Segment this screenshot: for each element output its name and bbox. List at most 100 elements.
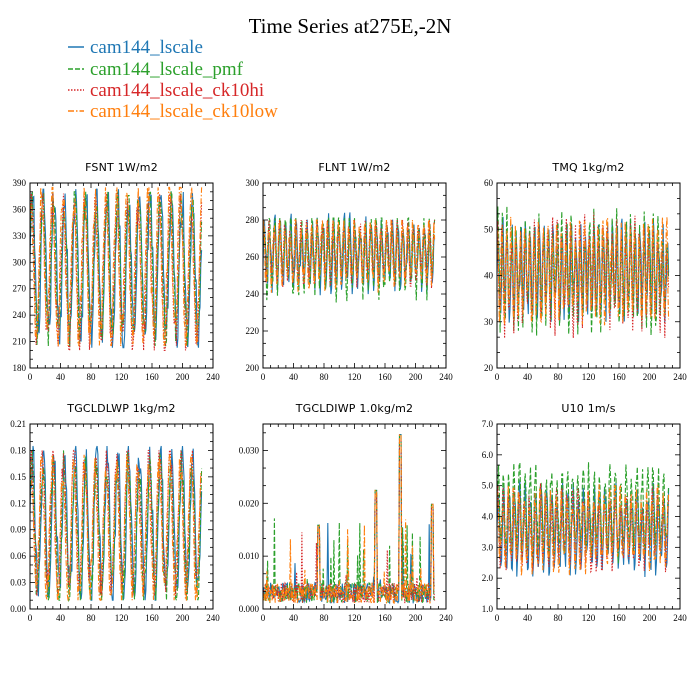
series-group: [263, 434, 436, 605]
y-tick-label: 1.0: [482, 604, 494, 614]
x-tick-label: 120: [348, 372, 362, 382]
y-tick-label: 270: [13, 284, 27, 294]
x-tick-label: 80: [320, 613, 330, 623]
y-tick-label: 220: [246, 326, 260, 336]
y-tick-label: 2.0: [482, 573, 494, 583]
x-tick-label: 200: [409, 613, 423, 623]
y-tick-label: 30: [484, 317, 494, 327]
x-tick-label: 0: [28, 372, 33, 382]
series-line: [30, 454, 203, 601]
y-tick-label: 20: [484, 363, 494, 373]
y-tick-label: 0.03: [10, 578, 26, 588]
x-tick-label: 240: [673, 613, 687, 623]
x-tick-label: 200: [643, 613, 657, 623]
y-tick-label: 0.06: [10, 551, 26, 561]
x-tick-label: 240: [673, 372, 687, 382]
legend-item: cam144_lscale_ck10hi: [68, 80, 264, 101]
series-line: [497, 212, 670, 339]
x-tick-label: 0: [495, 613, 500, 623]
series-group: [30, 445, 203, 603]
series-line: [30, 186, 203, 347]
series-line: [30, 450, 203, 603]
chart-panel: U10 1m/s 0 40 80 120 160 200 240 1.0 2.0 3.0 4.0 5.0…: [482, 402, 688, 623]
chart-title: TGCLDLWP 1kg/m2: [66, 402, 175, 415]
series-line: [497, 483, 670, 574]
y-tick-label: 180: [13, 363, 27, 373]
legend: cam144_lscale cam144_lscale_pmf cam144_l…: [68, 37, 278, 122]
y-tick-label: 0.12: [10, 498, 26, 508]
chart-panel: TGCLDIWP 1.0kg/m2 0 40 80 120 160 200 240 0.000 0…: [239, 402, 454, 623]
series-group: [263, 212, 436, 303]
x-tick-label: 160: [378, 372, 392, 382]
x-tick-label: 120: [348, 613, 362, 623]
x-tick-label: 200: [643, 372, 657, 382]
x-tick-label: 160: [145, 372, 159, 382]
x-tick-label: 40: [289, 613, 299, 623]
series-line: [263, 434, 436, 604]
y-tick-label: 0.15: [10, 472, 26, 482]
x-tick-label: 200: [176, 613, 190, 623]
y-tick-label: 0.030: [239, 445, 260, 455]
y-tick-label: 0.020: [239, 498, 260, 508]
x-tick-label: 80: [554, 613, 564, 623]
legend-item: cam144_lscale: [68, 37, 203, 58]
chart-panel: FLNT 1W/m2 0 40 80 120 160 200 240 200 220 240 260 2…: [246, 161, 454, 382]
x-tick-label: 240: [206, 613, 220, 623]
chart-panel: FSNT 1W/m2 0 40 80 120 160 200 240 180 210 240 270 3…: [13, 161, 221, 382]
x-tick-label: 200: [409, 372, 423, 382]
legend-label: cam144_lscale: [90, 37, 203, 58]
x-tick-label: 120: [582, 613, 596, 623]
chart-title: FSNT 1W/m2: [85, 161, 158, 174]
chart-title: U10 1m/s: [561, 402, 615, 415]
x-tick-label: 40: [56, 372, 66, 382]
x-tick-label: 80: [87, 613, 97, 623]
y-tick-label: 4.0: [482, 512, 494, 522]
x-tick-label: 80: [320, 372, 330, 382]
y-tick-label: 0.000: [239, 604, 260, 614]
legend-item: cam144_lscale_ck10low: [68, 101, 278, 122]
y-tick-label: 210: [13, 337, 27, 347]
x-tick-label: 80: [87, 372, 97, 382]
x-tick-label: 200: [176, 372, 190, 382]
y-tick-label: 6.0: [482, 450, 494, 460]
y-tick-label: 5.0: [482, 481, 494, 491]
x-tick-label: 0: [261, 613, 266, 623]
y-tick-label: 7.0: [482, 419, 494, 429]
y-tick-label: 0.18: [10, 445, 26, 455]
legend-label: cam144_lscale_pmf: [90, 59, 244, 80]
series-line: [30, 193, 203, 351]
x-tick-label: 0: [28, 613, 33, 623]
y-tick-label: 240: [13, 310, 27, 320]
chart-title: TMQ 1kg/m2: [551, 161, 624, 174]
x-tick-label: 0: [495, 372, 500, 382]
x-tick-label: 160: [145, 613, 159, 623]
x-tick-label: 80: [554, 372, 564, 382]
x-tick-label: 120: [115, 613, 129, 623]
y-tick-label: 330: [13, 231, 27, 241]
x-tick-label: 120: [115, 372, 129, 382]
y-tick-label: 0.00: [10, 604, 26, 614]
legend-label: cam144_lscale_ck10hi: [90, 80, 264, 101]
x-tick-label: 0: [261, 372, 266, 382]
x-tick-label: 40: [523, 372, 533, 382]
chart-panel: TGCLDLWP 1kg/m2 0 40 80 120 160 200 240 0.00 0.03…: [10, 402, 220, 623]
series-group: [497, 206, 670, 339]
y-tick-label: 60: [484, 178, 494, 188]
y-tick-label: 360: [13, 204, 27, 214]
y-tick-label: 200: [246, 363, 260, 373]
y-tick-label: 40: [484, 271, 494, 281]
x-tick-label: 240: [206, 372, 220, 382]
series-group: [30, 186, 203, 351]
y-tick-label: 50: [484, 224, 494, 234]
y-tick-label: 390: [13, 178, 27, 188]
y-tick-label: 300: [246, 178, 260, 188]
chart-title: FLNT 1W/m2: [318, 161, 390, 174]
x-tick-label: 240: [439, 372, 453, 382]
y-tick-label: 240: [246, 289, 260, 299]
x-tick-label: 40: [523, 613, 533, 623]
y-tick-label: 300: [13, 257, 27, 267]
x-tick-label: 240: [439, 613, 453, 623]
y-tick-label: 0.010: [239, 551, 260, 561]
